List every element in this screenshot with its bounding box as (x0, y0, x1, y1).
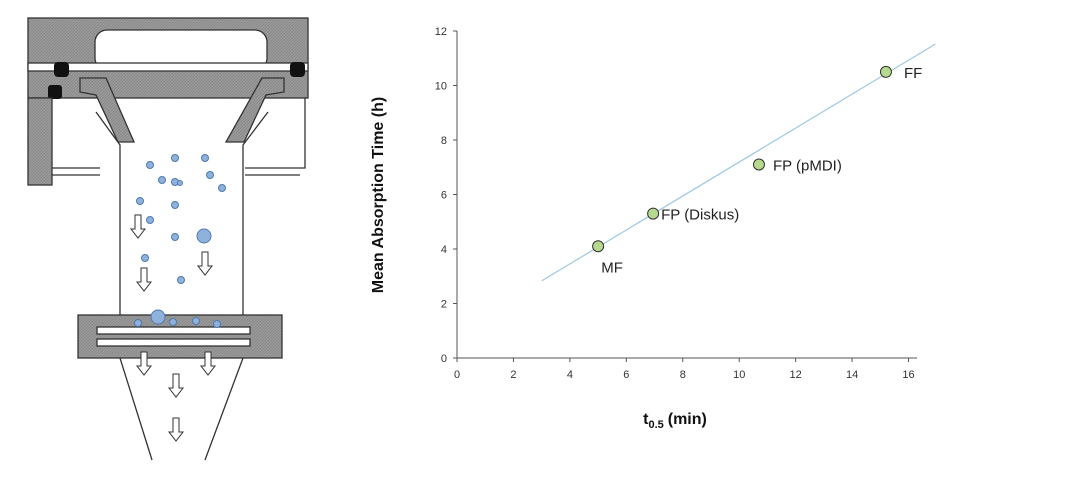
x-tick-label: 8 (680, 369, 686, 381)
particles (134, 154, 226, 328)
point-label: FF (904, 65, 922, 82)
flow-arrows (129, 214, 217, 442)
x-axis-label: t0.5 (min) (643, 411, 707, 431)
x-tick-label: 14 (846, 369, 858, 381)
point (592, 240, 605, 253)
filter (96, 338, 251, 347)
y-tick-label: 4 (441, 244, 447, 256)
apparatus-diagram (27, 17, 309, 461)
y-tick-label: 2 (441, 299, 447, 311)
x-tick-label: 10 (733, 369, 745, 381)
y-tick-label: 12 (435, 26, 447, 38)
chart: Mean Absorption Time (h) t0.5 (min) 0 2 4 6 8… (370, 26, 936, 431)
seal (48, 85, 62, 99)
y-tick-label: 10 (435, 81, 447, 93)
point-label: FP (pMDI) (773, 158, 842, 175)
point (647, 207, 660, 220)
clamp (77, 314, 283, 359)
tube-walls (95, 111, 269, 315)
x-tick-label: 16 (902, 369, 914, 381)
y-tick-label: 8 (441, 135, 447, 147)
x-tick-label: 0 (454, 369, 460, 381)
y-tick-label: 6 (441, 190, 447, 202)
seal (54, 62, 69, 77)
x-tick-label: 6 (623, 369, 629, 381)
x-label-subscript: 0.5 (648, 419, 663, 431)
outlet-walls (119, 357, 244, 461)
y-tick-label: 0 (441, 353, 447, 365)
seal (290, 62, 305, 77)
membrane-strip (27, 62, 309, 72)
trend-line (541, 43, 936, 282)
filter (96, 326, 251, 335)
x-label-text: t (643, 411, 649, 428)
x-tick-label: 12 (790, 369, 802, 381)
x-label-unit: (min) (668, 411, 707, 428)
point-label: MF (601, 259, 623, 276)
funnel-wall (224, 77, 285, 143)
point-label: FP (Diskus) (661, 207, 739, 224)
x-tick-label: 4 (567, 369, 573, 381)
y-axis-label: Mean Absorption Time (h) (370, 97, 387, 293)
x-tick-label: 2 (510, 369, 516, 381)
point (879, 65, 892, 78)
point (752, 158, 765, 171)
frame-lines (52, 98, 306, 176)
side-wall (27, 97, 53, 186)
